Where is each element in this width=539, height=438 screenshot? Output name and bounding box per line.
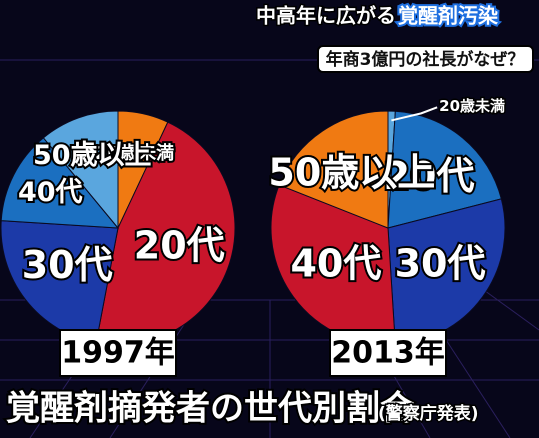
slice-label: 50歳以上 [33, 140, 152, 171]
year-box [329, 329, 447, 377]
slice-label: 30代 [395, 241, 486, 285]
year-box [59, 329, 177, 377]
chart-title: 2013年 [331, 336, 445, 371]
pie-slice [278, 110, 389, 229]
headline: 中高年に広がる [256, 4, 396, 28]
pie-slice [42, 110, 119, 230]
source: (警察庁発表) [378, 403, 479, 424]
caption: 覚醒剤摘発者の世代別割合 [6, 389, 414, 429]
slice-label: 40代 [290, 241, 381, 285]
pie-slice [0, 137, 120, 229]
subheadline-box [317, 45, 534, 73]
pie-slice [387, 110, 502, 229]
subheadline: 年商3億円の社長がなぜ？ [326, 49, 525, 70]
slice-label: 30代 [22, 243, 113, 287]
slice-label: 20代 [384, 154, 475, 198]
slice-label: 20歳未満 [95, 142, 174, 164]
slice-label: 20代 [134, 223, 225, 267]
slice-label: 40代 [18, 177, 83, 208]
slice-label: 50歳以上 [268, 150, 435, 194]
leader-line [391, 106, 438, 122]
headline-highlight: 覚醒剤汚染 [398, 4, 499, 28]
chart-title: 1997年 [61, 336, 175, 371]
slice-label: 20歳未満 [439, 97, 505, 115]
